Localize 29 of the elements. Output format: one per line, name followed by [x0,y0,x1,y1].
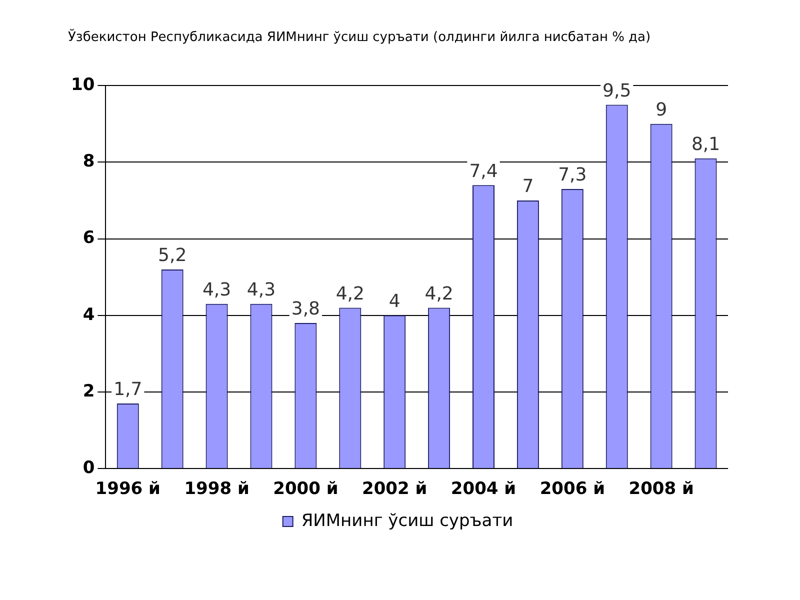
y-tick-label: 2 [82,381,95,402]
x-tick-label: 2002 й [362,479,428,500]
data-label: 1,7 [114,379,142,400]
data-label: 4 [388,291,400,312]
data-label: 4,3 [202,280,232,301]
chart-title: Ўзбекистон Республикасида ЯИМнинг ўсиш суръати (олдинги йилга нисбатан % да) [68,28,651,46]
data-label: 4,2 [336,283,364,304]
data-label: 9,5 [602,80,632,102]
x-tick-label: 1996 й [95,479,160,500]
data-label: 9 [656,100,668,121]
x-tick-label: 2000 й [273,479,338,500]
y-tick-label: 0 [82,458,95,478]
data-label: 3,8 [291,298,320,320]
x-tick-label: 2008 й [628,479,694,500]
data-label: 8,1 [691,134,720,156]
data-label: 7,3 [558,164,587,186]
x-tick-label: 1998 й [184,479,250,500]
data-label: 7,4 [469,160,498,182]
data-label: 4,3 [246,280,276,301]
x-tick-label: 2006 й [540,479,605,500]
y-tick-label: 8 [82,152,95,172]
x-tick-label: 2004 й [450,479,516,500]
y-tick-label: 10 [70,75,95,96]
data-label: 5,2 [158,245,187,266]
data-label: 4,2 [424,283,454,304]
data-label: 7 [522,176,534,198]
y-tick-label: 4 [82,304,95,325]
legend-label: ЯИМнинг ўсиш суръати [301,510,514,531]
y-tick-label: 6 [82,228,95,248]
